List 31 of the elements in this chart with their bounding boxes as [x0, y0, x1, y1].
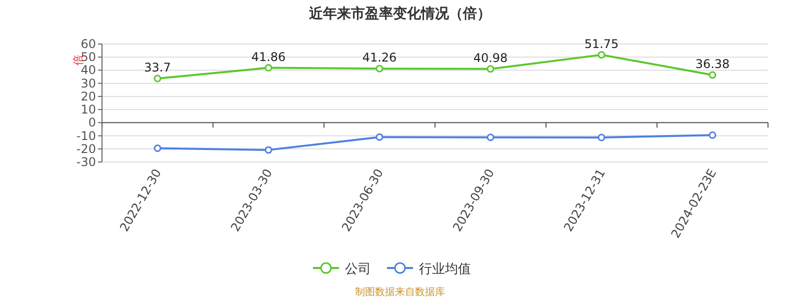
point — [708, 131, 716, 139]
y-tick-label: 60 — [80, 37, 96, 51]
point — [264, 64, 272, 72]
point — [486, 65, 494, 73]
text: 制图数据来自数据库 — [355, 286, 445, 298]
point — [376, 133, 384, 141]
y-tick-label: -10 — [76, 128, 96, 143]
data-label: 51.75 — [584, 36, 619, 51]
point — [154, 144, 162, 152]
data-label: 41.86 — [251, 50, 286, 64]
point — [486, 134, 494, 142]
chart-title: 近年来市盈率变化情况（倍） — [308, 5, 491, 22]
point — [264, 146, 272, 154]
y-tick-label: -20 — [76, 142, 96, 156]
legend-label: 公司 — [345, 262, 371, 277]
y-tick-label: 30 — [80, 76, 96, 90]
point — [598, 134, 606, 142]
data-label: 33.7 — [144, 60, 171, 74]
point — [708, 71, 716, 79]
legend-label: 行业均值 — [419, 262, 471, 277]
y-tick-label: 0 — [88, 116, 96, 130]
y-tick-label: 20 — [80, 89, 96, 104]
point — [376, 64, 384, 72]
y-tick-label: -30 — [76, 155, 96, 169]
y-tick-label: 40 — [80, 63, 96, 78]
data-label: 40.98 — [473, 50, 508, 65]
data-label: 36.38 — [695, 56, 730, 71]
data-label: 41.26 — [362, 50, 397, 65]
point — [154, 74, 162, 82]
y-tick-label: 10 — [80, 102, 96, 117]
point — [598, 51, 606, 59]
